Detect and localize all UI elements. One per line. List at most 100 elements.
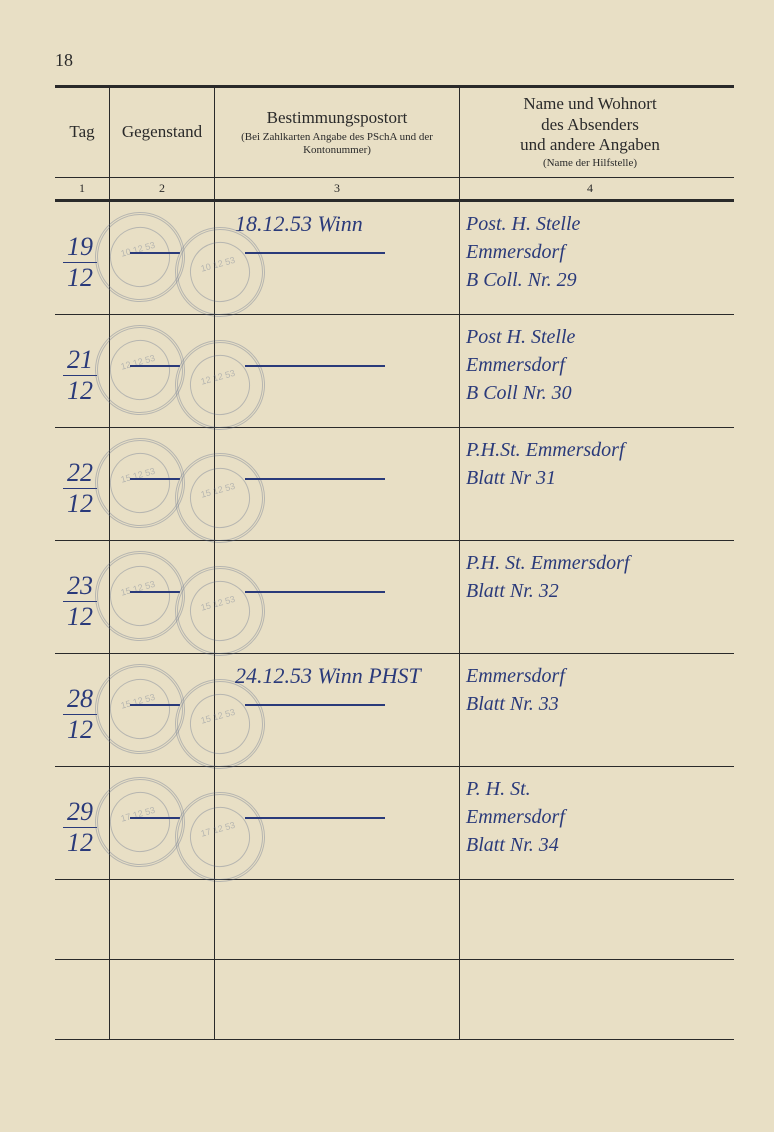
table-row-empty xyxy=(55,880,734,960)
header-bestimmung: Bestimmungspostort (Bei Zahlkarten Angab… xyxy=(215,88,460,177)
table-row: 22 12 15 12 53 15 12 53 P.H.St. Emmersdo… xyxy=(55,428,734,541)
center-note: 18.12.53 Winn xyxy=(235,210,363,239)
cell-empty xyxy=(110,960,215,1039)
cell-bestimmung: 17 12 53 xyxy=(215,767,460,879)
cell-bestimmung: 15 12 53 xyxy=(215,541,460,653)
index-cell: 2 xyxy=(110,178,215,199)
address-line: Blatt Nr. 34 xyxy=(466,831,714,859)
cell-bestimmung: 12 12 53 xyxy=(215,315,460,427)
address-block: P.H. St. EmmersdorfBlatt Nr. 32 xyxy=(466,549,714,605)
page-number: 18 xyxy=(55,50,73,71)
tag-numerator: 22 xyxy=(63,458,97,489)
address-line: Blatt Nr. 33 xyxy=(466,690,714,718)
address-line: B Coll. Nr. 29 xyxy=(466,266,714,294)
dash-mark xyxy=(245,704,385,706)
date-fraction: 21 12 xyxy=(63,345,97,406)
dash-mark xyxy=(245,478,385,480)
table-row: 29 12 17 12 53 17 12 53 P. H. St.Emmersd… xyxy=(55,767,734,880)
dash-mark xyxy=(130,478,180,480)
address-line: P.H.St. Emmersdorf xyxy=(466,436,714,464)
date-fraction: 28 12 xyxy=(63,684,97,745)
tag-denominator: 12 xyxy=(67,828,93,858)
date-fraction: 23 12 xyxy=(63,571,97,632)
dash-mark xyxy=(245,817,385,819)
header-title-line: Name und Wohnort xyxy=(523,94,656,114)
cell-bestimmung: 15 12 53 xyxy=(215,428,460,540)
cell-empty xyxy=(55,880,110,959)
header-title: Bestimmungspostort xyxy=(267,108,408,128)
header-subtitle: (Name der Hilfstelle) xyxy=(543,157,637,170)
address-line: Emmersdorf xyxy=(466,803,714,831)
tag-numerator: 23 xyxy=(63,571,97,602)
cell-bestimmung: 10 12 53 18.12.53 Winn xyxy=(215,202,460,314)
tag-denominator: 12 xyxy=(67,602,93,632)
date-fraction: 19 12 xyxy=(63,232,97,293)
address-block: P. H. St.EmmersdorfBlatt Nr. 34 xyxy=(466,775,714,859)
index-cell: 4 xyxy=(460,178,720,199)
ledger-table: Tag Gegenstand Bestimmungspostort (Bei Z… xyxy=(55,85,734,1040)
dash-mark xyxy=(130,591,180,593)
tag-numerator: 21 xyxy=(63,345,97,376)
dash-mark xyxy=(130,704,180,706)
address-line: Post H. Stelle xyxy=(466,323,714,351)
address-line: Emmersdorf xyxy=(466,351,714,379)
address-block: Post. H. StelleEmmersdorfB Coll. Nr. 29 xyxy=(466,210,714,294)
table-row: 28 12 15 12 53 15 12 53 24.12.53 Winn PH… xyxy=(55,654,734,767)
document-page: 18 Tag Gegenstand Bestimmungspostort (Be… xyxy=(0,0,774,1132)
cell-bestimmung: 15 12 53 24.12.53 Winn PHST xyxy=(215,654,460,766)
header-absender: Name und Wohnort des Absenders und ander… xyxy=(460,88,720,177)
address-block: P.H.St. EmmersdorfBlatt Nr 31 xyxy=(466,436,714,492)
dash-mark xyxy=(245,252,385,254)
cell-absender: EmmersdorfBlatt Nr. 33 xyxy=(460,654,720,766)
date-fraction: 22 12 xyxy=(63,458,97,519)
header-subtitle: (Bei Zahlkarten Angabe des PSchA und der… xyxy=(223,131,451,157)
dash-mark xyxy=(130,365,180,367)
dash-mark xyxy=(130,252,180,254)
index-cell: 3 xyxy=(215,178,460,199)
header-title-line: und andere Angaben xyxy=(520,135,660,155)
address-line: B Coll Nr. 30 xyxy=(466,379,714,407)
address-line: Post. H. Stelle xyxy=(466,210,714,238)
table-row-empty xyxy=(55,960,734,1040)
table-row: 23 12 15 12 53 15 12 53 P.H. St. Emmersd… xyxy=(55,541,734,654)
cell-empty xyxy=(215,960,460,1039)
header-tag: Tag xyxy=(55,88,110,177)
cell-empty xyxy=(460,960,720,1039)
dash-mark xyxy=(245,591,385,593)
header-title-line: des Absenders xyxy=(541,115,639,135)
header-gegenstand: Gegenstand xyxy=(110,88,215,177)
tag-denominator: 12 xyxy=(67,715,93,745)
cell-absender: Post H. StelleEmmersdorfB Coll Nr. 30 xyxy=(460,315,720,427)
address-block: EmmersdorfBlatt Nr. 33 xyxy=(466,662,714,718)
header-title: Gegenstand xyxy=(122,122,202,142)
address-block: Post H. StelleEmmersdorfB Coll Nr. 30 xyxy=(466,323,714,407)
table-header-row: Tag Gegenstand Bestimmungspostort (Bei Z… xyxy=(55,88,734,178)
index-cell: 1 xyxy=(55,178,110,199)
cell-absender: P. H. St.EmmersdorfBlatt Nr. 34 xyxy=(460,767,720,879)
cell-empty xyxy=(55,960,110,1039)
address-line: Emmersdorf xyxy=(466,238,714,266)
tag-numerator: 28 xyxy=(63,684,97,715)
tag-numerator: 29 xyxy=(63,797,97,828)
cell-absender: Post. H. StelleEmmersdorfB Coll. Nr. 29 xyxy=(460,202,720,314)
table-row: 21 12 12 12 53 12 12 53 Post H. StelleEm… xyxy=(55,315,734,428)
header-title: Tag xyxy=(69,122,94,142)
address-line: Emmersdorf xyxy=(466,662,714,690)
dash-mark xyxy=(245,365,385,367)
tag-denominator: 12 xyxy=(67,263,93,293)
cell-absender: P.H. St. EmmersdorfBlatt Nr. 32 xyxy=(460,541,720,653)
date-fraction: 29 12 xyxy=(63,797,97,858)
tag-denominator: 12 xyxy=(67,376,93,406)
tag-numerator: 19 xyxy=(63,232,97,263)
table-index-row: 1 2 3 4 xyxy=(55,178,734,202)
cell-empty xyxy=(460,880,720,959)
table-row: 19 12 10 12 53 10 12 53 18.12.53 WinnPos… xyxy=(55,202,734,315)
center-note: 24.12.53 Winn PHST xyxy=(235,662,421,691)
address-line: Blatt Nr. 32 xyxy=(466,577,714,605)
address-line: Blatt Nr 31 xyxy=(466,464,714,492)
cell-empty xyxy=(110,880,215,959)
cell-absender: P.H.St. EmmersdorfBlatt Nr 31 xyxy=(460,428,720,540)
table-body: 19 12 10 12 53 10 12 53 18.12.53 WinnPos… xyxy=(55,202,734,1040)
dash-mark xyxy=(130,817,180,819)
tag-denominator: 12 xyxy=(67,489,93,519)
